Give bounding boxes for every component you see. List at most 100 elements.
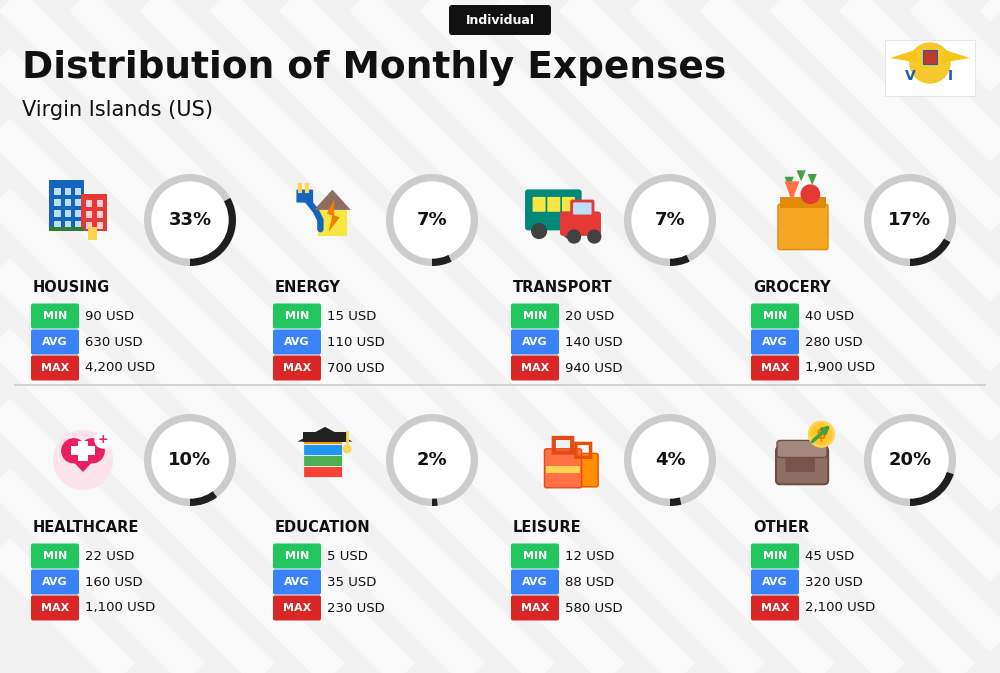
- Circle shape: [80, 439, 104, 463]
- FancyBboxPatch shape: [81, 194, 107, 231]
- FancyBboxPatch shape: [86, 200, 92, 207]
- FancyBboxPatch shape: [560, 211, 601, 236]
- Text: 88 USD: 88 USD: [565, 575, 614, 588]
- Polygon shape: [327, 199, 340, 232]
- Circle shape: [343, 446, 351, 453]
- Text: 4,200 USD: 4,200 USD: [85, 361, 155, 374]
- FancyBboxPatch shape: [303, 432, 347, 441]
- Text: MIN: MIN: [523, 551, 547, 561]
- FancyBboxPatch shape: [785, 457, 815, 472]
- FancyBboxPatch shape: [776, 447, 828, 485]
- FancyBboxPatch shape: [273, 304, 321, 328]
- Text: 1,900 USD: 1,900 USD: [805, 361, 875, 374]
- Polygon shape: [785, 177, 794, 188]
- FancyBboxPatch shape: [573, 203, 592, 215]
- Circle shape: [632, 182, 708, 258]
- Polygon shape: [797, 170, 806, 181]
- FancyBboxPatch shape: [533, 197, 546, 212]
- Wedge shape: [144, 414, 236, 506]
- FancyBboxPatch shape: [570, 200, 594, 218]
- FancyBboxPatch shape: [547, 197, 560, 212]
- Text: ENERGY: ENERGY: [275, 281, 341, 295]
- Circle shape: [394, 422, 470, 498]
- Circle shape: [801, 185, 820, 203]
- FancyBboxPatch shape: [65, 199, 71, 206]
- FancyBboxPatch shape: [78, 441, 88, 461]
- FancyBboxPatch shape: [568, 454, 598, 487]
- Text: 90 USD: 90 USD: [85, 310, 134, 322]
- Circle shape: [152, 182, 228, 258]
- Text: GROCERY: GROCERY: [753, 281, 831, 295]
- FancyBboxPatch shape: [296, 190, 313, 203]
- Text: AVG: AVG: [522, 337, 548, 347]
- Text: MAX: MAX: [283, 603, 311, 613]
- Text: $: $: [816, 427, 827, 441]
- FancyBboxPatch shape: [86, 211, 92, 218]
- FancyBboxPatch shape: [75, 210, 81, 217]
- Text: MAX: MAX: [41, 603, 69, 613]
- Text: 320 USD: 320 USD: [805, 575, 863, 588]
- FancyBboxPatch shape: [544, 449, 582, 488]
- FancyBboxPatch shape: [31, 304, 79, 328]
- Wedge shape: [670, 497, 681, 506]
- Circle shape: [394, 182, 470, 258]
- FancyBboxPatch shape: [751, 304, 799, 328]
- FancyBboxPatch shape: [65, 221, 71, 228]
- FancyBboxPatch shape: [777, 440, 827, 458]
- FancyBboxPatch shape: [273, 596, 321, 621]
- FancyBboxPatch shape: [31, 355, 79, 380]
- Circle shape: [95, 431, 112, 448]
- Text: 110 USD: 110 USD: [327, 336, 385, 349]
- FancyBboxPatch shape: [511, 330, 559, 355]
- FancyBboxPatch shape: [923, 50, 937, 64]
- Circle shape: [872, 182, 948, 258]
- Polygon shape: [890, 50, 920, 63]
- Text: MAX: MAX: [761, 363, 789, 373]
- FancyBboxPatch shape: [71, 446, 95, 456]
- FancyBboxPatch shape: [31, 330, 79, 355]
- FancyBboxPatch shape: [88, 227, 97, 240]
- FancyBboxPatch shape: [75, 188, 81, 195]
- Text: TRANSPORT: TRANSPORT: [513, 281, 613, 295]
- Text: MAX: MAX: [521, 363, 549, 373]
- Text: AVG: AVG: [762, 337, 788, 347]
- Wedge shape: [910, 472, 954, 506]
- Text: LEISURE: LEISURE: [513, 520, 582, 536]
- Text: 7%: 7%: [655, 211, 685, 229]
- FancyBboxPatch shape: [304, 466, 343, 478]
- Text: MAX: MAX: [761, 603, 789, 613]
- Text: 4%: 4%: [655, 451, 685, 469]
- FancyBboxPatch shape: [54, 199, 61, 206]
- FancyBboxPatch shape: [304, 433, 343, 444]
- Circle shape: [532, 223, 546, 238]
- Circle shape: [54, 431, 112, 489]
- Text: V: V: [905, 69, 915, 83]
- FancyBboxPatch shape: [65, 188, 71, 195]
- FancyBboxPatch shape: [751, 355, 799, 380]
- Text: AVG: AVG: [762, 577, 788, 587]
- Wedge shape: [864, 414, 956, 506]
- FancyBboxPatch shape: [511, 304, 559, 328]
- Circle shape: [872, 422, 948, 498]
- Wedge shape: [190, 198, 236, 266]
- Text: MIN: MIN: [763, 551, 787, 561]
- Polygon shape: [940, 50, 970, 63]
- Wedge shape: [432, 498, 438, 506]
- Text: AVG: AVG: [522, 577, 548, 587]
- Text: AVG: AVG: [284, 577, 310, 587]
- Text: Individual: Individual: [466, 13, 534, 26]
- Wedge shape: [432, 254, 452, 266]
- Text: 700 USD: 700 USD: [327, 361, 385, 374]
- FancyBboxPatch shape: [54, 188, 61, 195]
- Wedge shape: [386, 414, 478, 506]
- Wedge shape: [624, 414, 716, 506]
- Text: 5 USD: 5 USD: [327, 549, 368, 563]
- Circle shape: [62, 439, 86, 463]
- Text: 140 USD: 140 USD: [565, 336, 623, 349]
- Text: MAX: MAX: [283, 363, 311, 373]
- FancyBboxPatch shape: [562, 197, 575, 212]
- FancyBboxPatch shape: [751, 330, 799, 355]
- Text: I: I: [947, 69, 953, 83]
- FancyBboxPatch shape: [751, 569, 799, 594]
- Wedge shape: [624, 174, 716, 266]
